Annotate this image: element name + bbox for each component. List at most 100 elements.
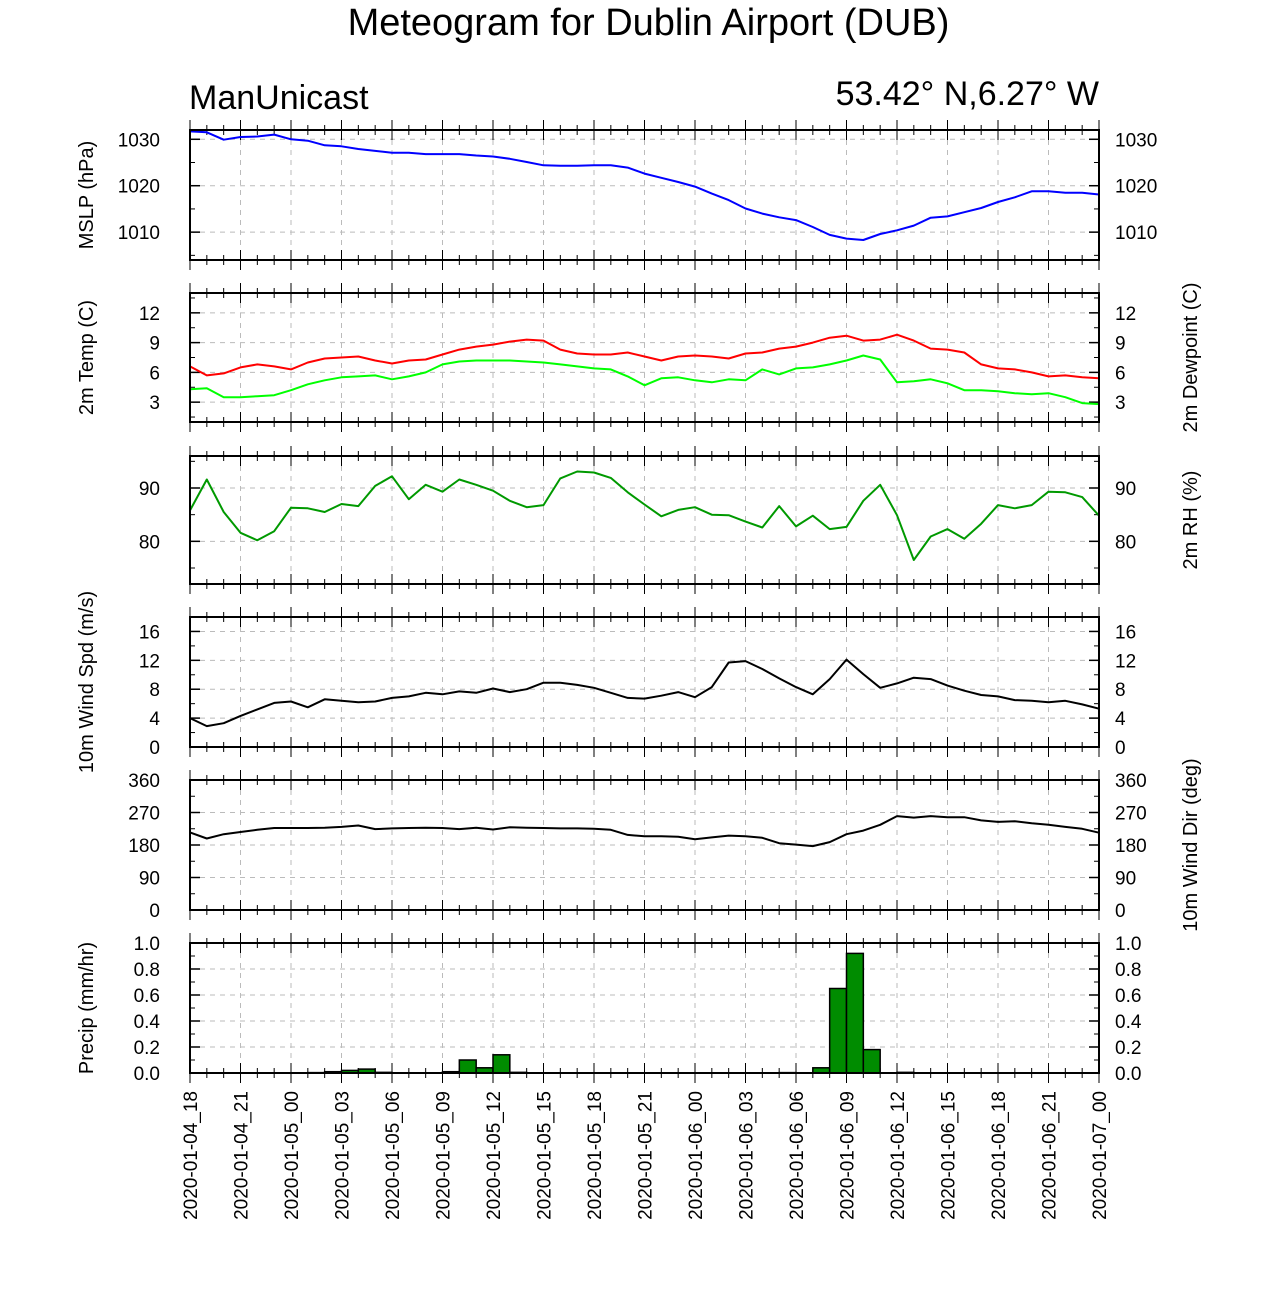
y-tick-label-right: 0.8	[1115, 960, 1141, 981]
x-tick-label: 2020-01-04_18	[181, 1091, 202, 1220]
y-tick-label-right: 12	[1115, 651, 1136, 672]
y-tick-label: 180	[128, 836, 160, 857]
y-tick-label-right: 6	[1115, 363, 1126, 384]
y-tick-label-right: 80	[1115, 532, 1136, 553]
y-tick-label-right: 0.4	[1115, 1012, 1142, 1033]
y-tick-label-right: 90	[1115, 479, 1136, 500]
panel-frame	[189, 292, 1100, 423]
y-axis-label-left: 10m Wind Spd (m/s)	[76, 591, 98, 773]
precip-bar	[862, 1048, 881, 1074]
x-tick-label: 2020-01-05_21	[636, 1091, 657, 1220]
y-tick-label: 16	[139, 622, 160, 643]
x-tick-label: 2020-01-04_21	[232, 1091, 253, 1220]
y-tick-label-right: 0	[1115, 901, 1126, 922]
y-tick-label-right: 180	[1115, 836, 1147, 857]
y-tick-label-right: 270	[1115, 804, 1147, 825]
panel-5: 0 0 90 90 180 180 270 270 360 360 10m Wind Dir (de…	[128, 758, 1202, 931]
x-tick-label: 2020-01-05_03	[333, 1091, 354, 1220]
y-tick-label-right: 1010	[1115, 223, 1157, 244]
y-tick-label-right: 0.0	[1115, 1064, 1141, 1085]
y-tick-label: 3	[149, 393, 160, 414]
x-tick-label: 2020-01-06_03	[737, 1091, 758, 1220]
precip-bar	[458, 1059, 477, 1074]
panel-frame	[189, 616, 1100, 748]
y-tick-label: 360	[128, 771, 160, 792]
panel-6: 0.0 0.0 0.2 0.2 0.4 0.4 0.6 0.6 0.8 0.8 1.0 1.0 Prec…	[76, 933, 1142, 1085]
y-tick-label: 6	[149, 363, 160, 384]
y-axis-label-right: 2m Dewpoint (C)	[1180, 282, 1202, 432]
series-line-1	[189, 130, 1100, 241]
x-tick-label: 2020-01-06_09	[838, 1091, 859, 1220]
precip-bar	[828, 987, 848, 1074]
y-axis-label-left: MSLP (hPa)	[76, 141, 98, 250]
x-tick-label: 2020-01-06_12	[888, 1091, 909, 1220]
panel-3: 80 80 90 90 2m RH (%)	[139, 446, 1202, 594]
y-tick-label: 1010	[118, 223, 160, 244]
y-tick-label: 8	[149, 680, 160, 701]
x-tick-label: 2020-01-06_21	[1040, 1091, 1061, 1220]
panel-2: 3 3 6 6 9 9 12 12 2m Temp (C) 2m Dewpoint (C)	[76, 282, 1202, 432]
y-tick-label-right: 1.0	[1115, 934, 1141, 955]
x-tick-label: 2020-01-05_12	[484, 1091, 505, 1220]
precip-bar	[492, 1054, 511, 1074]
series-line-1	[189, 333, 1100, 380]
precip-bar	[845, 952, 865, 1074]
location-coordinates: 53.42° N,6.27° W	[835, 75, 1099, 113]
y-tick-label-right: 4	[1115, 709, 1126, 730]
y-tick-label-right: 16	[1115, 622, 1136, 643]
y-tick-label-right: 0	[1115, 738, 1126, 759]
x-tick-label: 2020-01-06_00	[686, 1091, 707, 1220]
y-tick-label: 0.8	[134, 960, 160, 981]
model-name: ManUnicast	[189, 79, 369, 117]
y-tick-label-right: 1020	[1115, 177, 1157, 198]
y-tick-label-right: 12	[1115, 304, 1136, 325]
y-axis-label-left: Precip (mm/hr)	[76, 942, 98, 1074]
y-tick-label-right: 3	[1115, 393, 1126, 414]
y-tick-label: 12	[139, 651, 160, 672]
y-tick-label: 0.0	[134, 1064, 160, 1085]
y-tick-label: 1030	[118, 130, 160, 151]
panel-frame	[189, 942, 1100, 1074]
series-line-1	[189, 815, 1100, 848]
y-axis-label-right: 10m Wind Dir (deg)	[1180, 758, 1202, 931]
panel-1: 1010 1010 1020 1020 1030 1030 MSLP (hPa)	[76, 120, 1157, 270]
y-tick-label: 90	[139, 479, 160, 500]
x-tick-label: 2020-01-07_00	[1090, 1091, 1111, 1220]
y-tick-label: 0	[149, 901, 160, 922]
chart-title: Meteogram for Dublin Airport (DUB)	[347, 2, 950, 44]
x-tick-label: 2020-01-05_09	[434, 1091, 455, 1220]
y-tick-label: 0.2	[134, 1038, 160, 1059]
x-tick-label: 2020-01-06_18	[989, 1091, 1010, 1220]
y-tick-label: 270	[128, 804, 160, 825]
panel-frame	[189, 455, 1100, 585]
y-tick-label-right: 9	[1115, 334, 1126, 355]
panel-frame	[189, 779, 1100, 911]
y-tick-label-right: 0.6	[1115, 986, 1141, 1007]
y-tick-label: 0.6	[134, 986, 160, 1007]
panel-frame	[189, 129, 1100, 261]
y-axis-label-left: 2m Temp (C)	[76, 300, 98, 415]
y-tick-label: 1.0	[134, 934, 160, 955]
series-line-2	[189, 354, 1100, 406]
panel-4: 0 0 4 4 8 8 12 12 16 16 10m Wind Spd (m/s)	[76, 591, 1136, 773]
y-tick-label-right: 8	[1115, 680, 1126, 701]
y-tick-label: 1020	[118, 177, 160, 198]
x-tick-label: 2020-01-06_15	[939, 1091, 960, 1220]
y-tick-label: 0.4	[134, 1012, 161, 1033]
y-tick-label: 0	[149, 738, 160, 759]
x-tick-label: 2020-01-05_06	[383, 1091, 404, 1220]
x-tick-label: 2020-01-05_00	[282, 1091, 303, 1220]
x-tick-label: 2020-01-05_18	[585, 1091, 606, 1220]
y-tick-label-right: 90	[1115, 869, 1136, 890]
series-line-1	[189, 470, 1100, 561]
y-tick-label-right: 1030	[1115, 130, 1157, 151]
y-tick-label-right: 0.2	[1115, 1038, 1141, 1059]
y-tick-label-right: 360	[1115, 771, 1147, 792]
x-tick-label: 2020-01-05_15	[535, 1091, 556, 1220]
y-tick-label: 9	[149, 334, 160, 355]
y-tick-label: 12	[139, 304, 160, 325]
y-tick-label: 90	[139, 869, 160, 890]
x-tick-label: 2020-01-06_06	[787, 1091, 808, 1220]
series-line-1	[189, 658, 1100, 728]
